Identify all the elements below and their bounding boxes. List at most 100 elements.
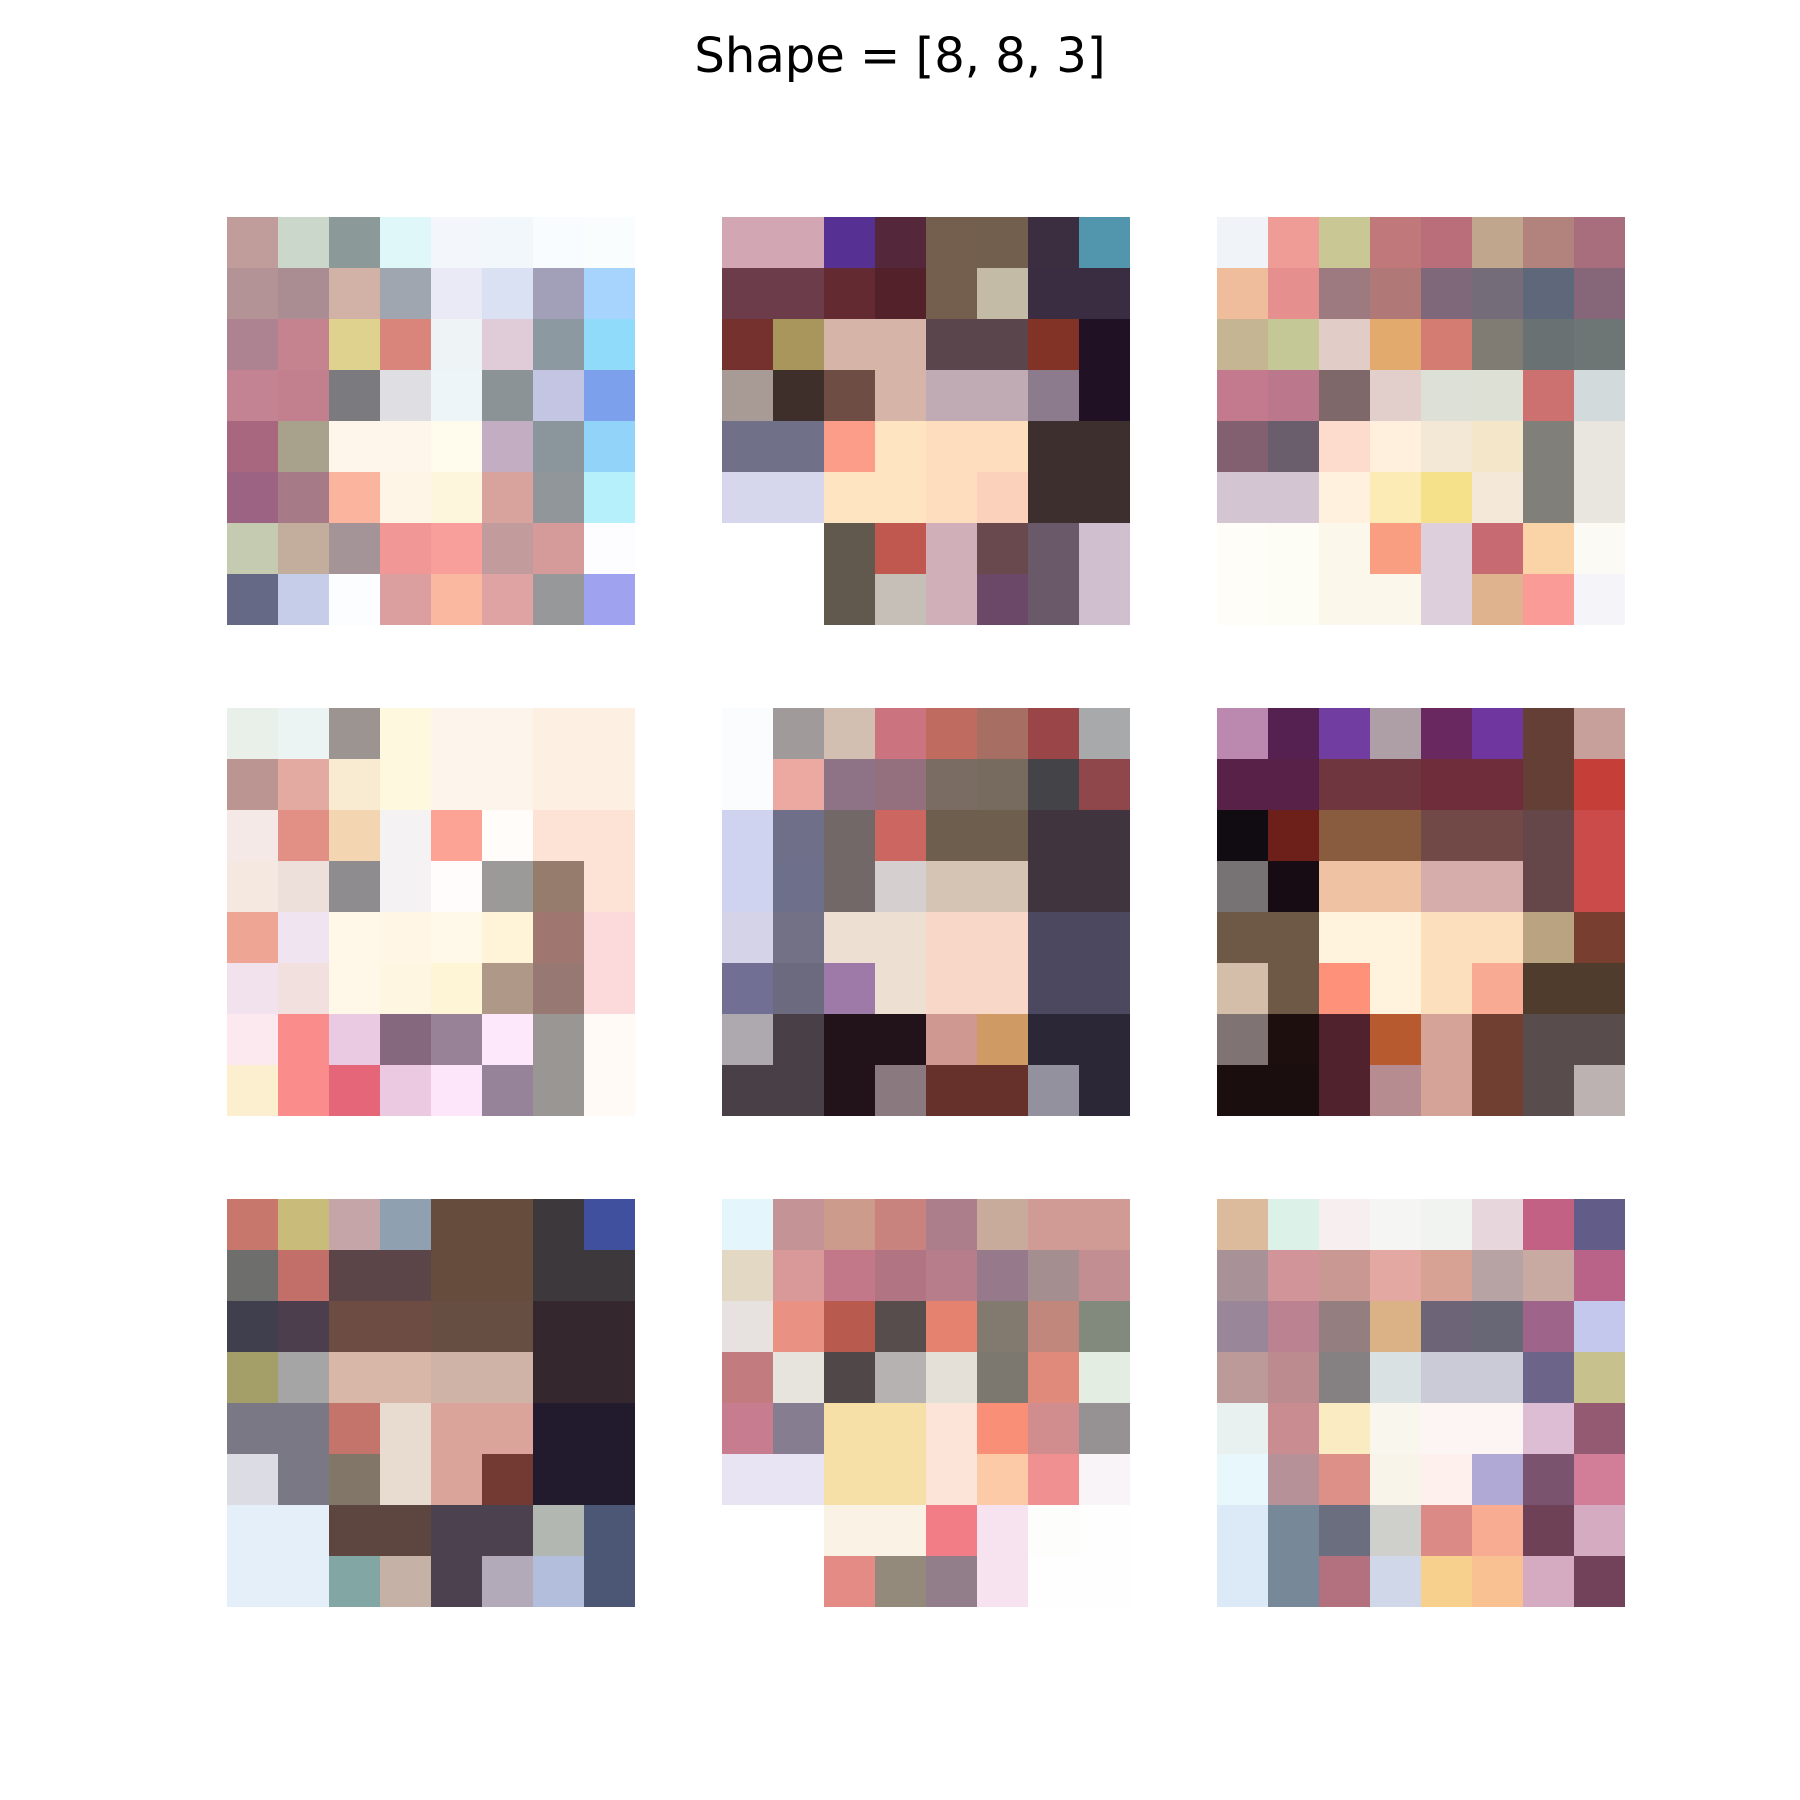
- pixel-cell: [1217, 1065, 1268, 1116]
- pixel-cell: [227, 1199, 278, 1250]
- pixel-cell: [722, 1301, 773, 1352]
- pixel-cell: [482, 268, 533, 319]
- pixel-cell: [1268, 1250, 1319, 1301]
- pixel-cell: [1370, 1403, 1421, 1454]
- pixel-cell: [1217, 810, 1268, 861]
- pixel-cell: [722, 708, 773, 759]
- pixel-cell: [1370, 963, 1421, 1014]
- pixel-cell: [977, 1505, 1028, 1556]
- pixel-cell: [773, 1065, 824, 1116]
- pixel-cell: [1268, 759, 1319, 810]
- pixel-cell: [1523, 1403, 1574, 1454]
- image-panel-2: [722, 217, 1130, 625]
- pixel-cell: [875, 1403, 926, 1454]
- pixel-cell: [1028, 1014, 1079, 1065]
- pixel-cell: [380, 523, 431, 574]
- pixel-cell: [773, 523, 824, 574]
- pixel-cell: [1574, 217, 1625, 268]
- pixel-cell: [1268, 708, 1319, 759]
- pixel-cell: [584, 523, 635, 574]
- pixel-cell: [278, 861, 329, 912]
- pixel-cell: [1523, 810, 1574, 861]
- pixel-cell: [1421, 1250, 1472, 1301]
- pixel-cell: [1472, 1403, 1523, 1454]
- pixel-cell: [533, 1250, 584, 1301]
- pixel-cell: [329, 1505, 380, 1556]
- pixel-cell: [926, 1250, 977, 1301]
- pixel-cell: [773, 861, 824, 912]
- pixel-cell: [533, 1352, 584, 1403]
- pixel-cell: [584, 1014, 635, 1065]
- pixel-cell: [1472, 1065, 1523, 1116]
- pixel-cell: [824, 1403, 875, 1454]
- pixel-cell: [824, 574, 875, 625]
- pixel-cell: [1217, 574, 1268, 625]
- pixel-cell: [1319, 268, 1370, 319]
- pixel-cell: [722, 810, 773, 861]
- pixel-cell: [329, 1556, 380, 1607]
- pixel-cell: [1472, 1199, 1523, 1250]
- pixel-cell: [227, 1556, 278, 1607]
- pixel-cell: [1472, 1454, 1523, 1505]
- pixel-cell: [227, 1403, 278, 1454]
- pixel-cell: [1319, 1301, 1370, 1352]
- pixel-cell: [584, 1250, 635, 1301]
- pixel-cell: [1421, 912, 1472, 963]
- pixel-cell: [1079, 472, 1130, 523]
- pixel-cell: [380, 268, 431, 319]
- pixel-cell: [533, 421, 584, 472]
- pixel-cell: [278, 1250, 329, 1301]
- pixel-cell: [722, 370, 773, 421]
- pixel-cell: [722, 1505, 773, 1556]
- pixel-cell: [824, 421, 875, 472]
- pixel-cell: [824, 963, 875, 1014]
- pixel-cell: [584, 421, 635, 472]
- pixel-cell: [1268, 810, 1319, 861]
- pixel-cell: [227, 1301, 278, 1352]
- pixel-cell: [431, 1556, 482, 1607]
- pixel-cell: [227, 861, 278, 912]
- pixel-cell: [1268, 963, 1319, 1014]
- pixel-cell: [1079, 319, 1130, 370]
- pixel-cell: [1574, 861, 1625, 912]
- pixel-cell: [1370, 1556, 1421, 1607]
- pixel-cell: [1370, 861, 1421, 912]
- pixel-cell: [1028, 1250, 1079, 1301]
- pixel-cell: [875, 472, 926, 523]
- pixel-cell: [1574, 963, 1625, 1014]
- pixel-cell: [1319, 1454, 1370, 1505]
- pixel-cell: [227, 1352, 278, 1403]
- pixel-cell: [1079, 1250, 1130, 1301]
- pixel-cell: [329, 574, 380, 625]
- pixel-cell: [722, 1199, 773, 1250]
- pixel-cell: [1421, 421, 1472, 472]
- pixel-cell: [1268, 421, 1319, 472]
- pixel-cell: [773, 963, 824, 1014]
- pixel-cell: [1574, 1505, 1625, 1556]
- pixel-cell: [1523, 1250, 1574, 1301]
- pixel-cell: [1421, 861, 1472, 912]
- pixel-cell: [1370, 574, 1421, 625]
- pixel-cell: [482, 1301, 533, 1352]
- pixel-cell: [533, 1014, 584, 1065]
- pixel-cell: [824, 1556, 875, 1607]
- pixel-cell: [1421, 523, 1472, 574]
- pixel-cell: [1319, 1065, 1370, 1116]
- pixel-cell: [722, 268, 773, 319]
- pixel-cell: [773, 421, 824, 472]
- pixel-cell: [482, 319, 533, 370]
- pixel-cell: [482, 1454, 533, 1505]
- pixel-cell: [1028, 1403, 1079, 1454]
- pixel-cell: [1319, 912, 1370, 963]
- pixel-cell: [875, 1352, 926, 1403]
- pixel-cell: [533, 523, 584, 574]
- pixel-cell: [380, 810, 431, 861]
- pixel-cell: [1319, 217, 1370, 268]
- image-panel-8: [722, 1199, 1130, 1607]
- pixel-cell: [329, 472, 380, 523]
- pixel-cell: [482, 708, 533, 759]
- pixel-cell: [1574, 1403, 1625, 1454]
- pixel-cell: [227, 810, 278, 861]
- pixel-cell: [1268, 1014, 1319, 1065]
- pixel-cell: [773, 268, 824, 319]
